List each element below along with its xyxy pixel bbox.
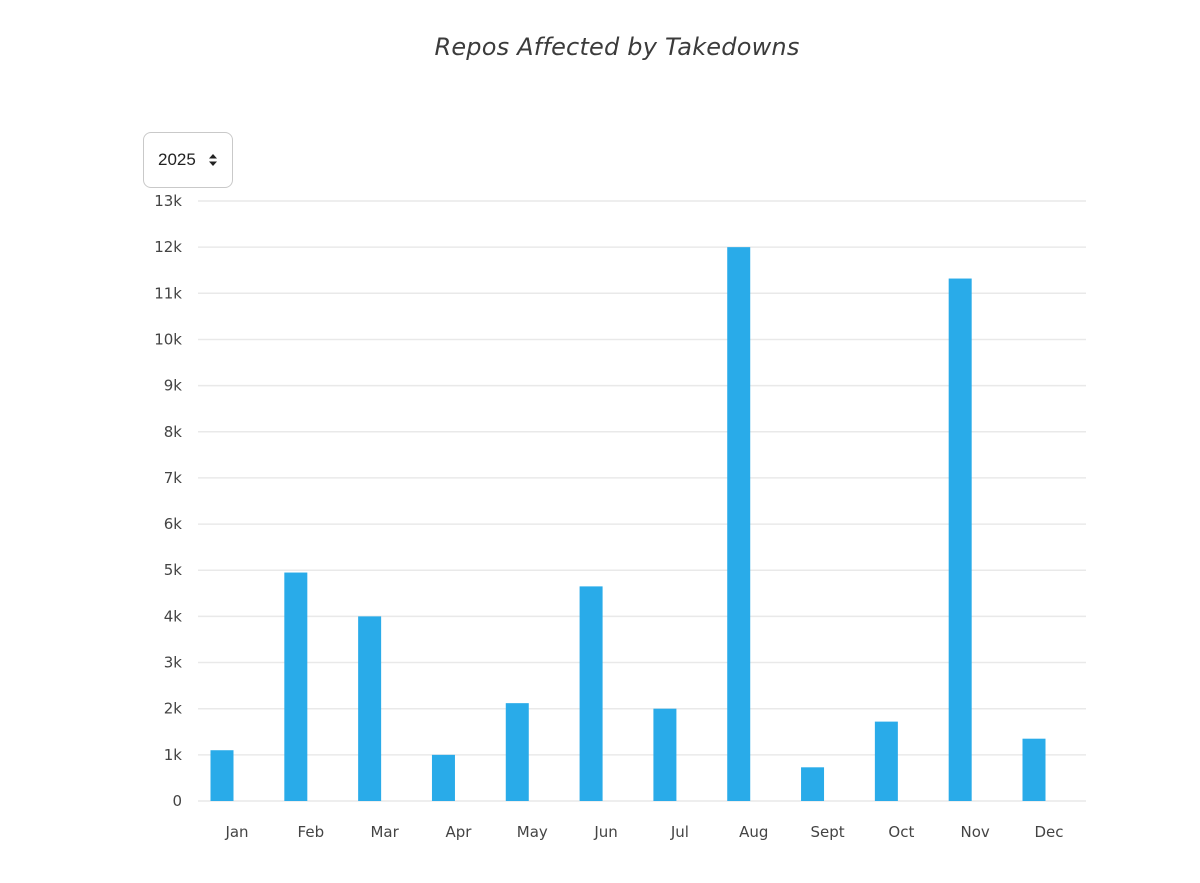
bars bbox=[210, 247, 1046, 802]
y-tick-label: 1k bbox=[164, 746, 183, 764]
x-tick-label: Oct bbox=[888, 823, 914, 841]
year-select-value: 2025 bbox=[158, 150, 196, 169]
bar-aug[interactable] bbox=[727, 247, 751, 802]
y-tick-label: 0 bbox=[172, 792, 182, 810]
bar-dec[interactable] bbox=[1022, 738, 1046, 801]
x-tick-label: Jul bbox=[670, 823, 689, 841]
x-tick-label: Feb bbox=[298, 823, 325, 841]
y-tick-label: 6k bbox=[164, 515, 183, 533]
bar-may[interactable] bbox=[505, 703, 529, 801]
bar-jul[interactable] bbox=[653, 708, 677, 801]
y-tick-label: 8k bbox=[164, 423, 183, 441]
bar-oct[interactable] bbox=[874, 721, 898, 801]
bar-apr[interactable] bbox=[431, 754, 455, 801]
bar-nov[interactable] bbox=[948, 278, 972, 801]
bar-feb[interactable] bbox=[284, 572, 308, 801]
bar-sept[interactable] bbox=[801, 767, 825, 801]
y-tick-label: 12k bbox=[154, 238, 182, 256]
grid-lines bbox=[198, 200, 1086, 802]
y-tick-label: 4k bbox=[164, 607, 183, 625]
y-tick-label: 7k bbox=[164, 469, 183, 487]
x-axis-ticks: Jan Feb Mar Apr May Jun Jul Aug Sept Oct Nov Dec bbox=[224, 823, 1063, 841]
x-tick-label: Dec bbox=[1034, 823, 1063, 841]
chart-title: Repos Affected by Takedowns bbox=[434, 33, 800, 61]
bar-jun[interactable] bbox=[579, 586, 603, 801]
y-tick-label: 9k bbox=[164, 377, 183, 395]
y-tick-label: 3k bbox=[164, 654, 183, 672]
x-tick-label: May bbox=[517, 823, 548, 841]
x-tick-label: Jan bbox=[224, 823, 248, 841]
bar-mar[interactable] bbox=[358, 616, 382, 801]
bar-jan[interactable] bbox=[210, 750, 234, 801]
year-select[interactable]: 2025 bbox=[143, 132, 233, 188]
y-tick-label: 10k bbox=[154, 330, 182, 348]
y-tick-label: 13k bbox=[154, 192, 182, 210]
x-tick-label: Aug bbox=[739, 823, 768, 841]
x-tick-label: Apr bbox=[445, 823, 472, 841]
x-tick-label: Nov bbox=[961, 823, 990, 841]
y-tick-label: 11k bbox=[154, 284, 182, 302]
y-axis-ticks: 0 1k 2k 3k 4k 5k 6k 7k 8k 9k 10k 11k 12k 13k bbox=[154, 192, 182, 810]
y-tick-label: 5k bbox=[164, 561, 183, 579]
sort-arrows-icon bbox=[208, 153, 218, 167]
x-tick-label: Sept bbox=[810, 823, 844, 841]
y-tick-label: 2k bbox=[164, 700, 183, 718]
x-tick-label: Mar bbox=[370, 823, 399, 841]
x-tick-label: Jun bbox=[593, 823, 617, 841]
